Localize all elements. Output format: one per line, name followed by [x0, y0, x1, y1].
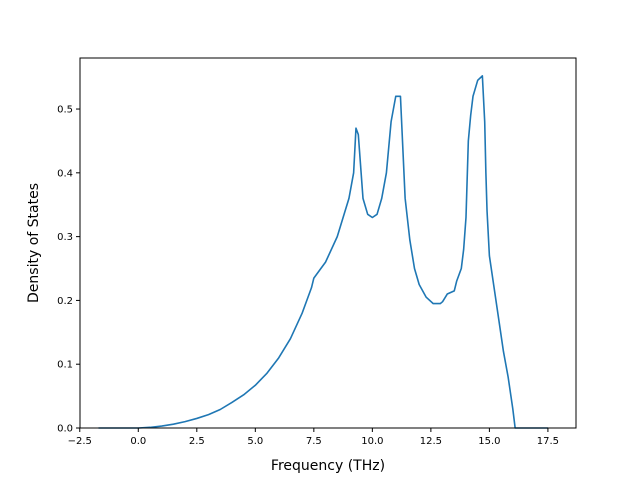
x-tick-label: 5.0 — [247, 436, 263, 447]
x-tick-label: 10.0 — [361, 436, 383, 447]
x-tick-label: 12.5 — [420, 436, 442, 447]
x-axis-ticks: −2.5 0.0 2.5 5.0 7.5 10.0 12.5 15.0 17.5 — [68, 428, 559, 447]
y-tick-label: 0.3 — [57, 232, 73, 243]
y-tick-label: 0.1 — [57, 360, 73, 371]
series-group — [98, 75, 548, 429]
dos-series-line-0 — [98, 75, 548, 429]
axes-frame — [79, 57, 577, 429]
x-tick-label: 0.0 — [130, 436, 146, 447]
y-axis-ticks: 0.0 0.1 0.2 0.3 0.4 0.5 — [57, 105, 80, 435]
y-tick-label: 0.0 — [57, 424, 73, 435]
y-axis-label: Density of States — [26, 183, 42, 303]
x-tick-label: 15.0 — [478, 436, 500, 447]
y-tick-label: 0.5 — [57, 105, 73, 116]
y-tick-label: 0.2 — [57, 296, 73, 307]
x-axis-label: Frequency (THz) — [271, 458, 385, 474]
x-tick-label: 2.5 — [189, 436, 205, 447]
y-tick-label: 0.4 — [57, 168, 73, 179]
x-tick-label: −2.5 — [68, 436, 92, 447]
x-tick-label: 7.5 — [306, 436, 322, 447]
x-tick-label: 17.5 — [537, 436, 559, 447]
plot-area — [98, 75, 548, 429]
